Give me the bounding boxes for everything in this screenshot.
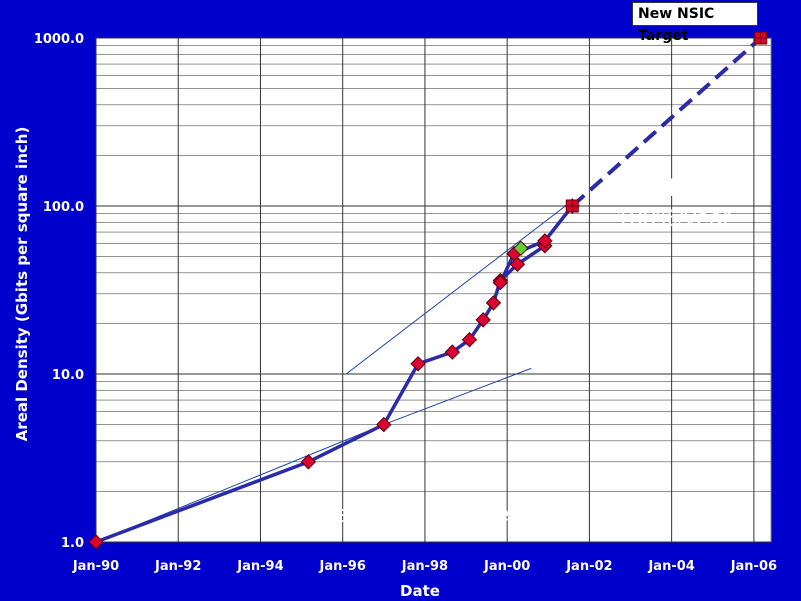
x-tick-label: Jan-90 xyxy=(72,559,119,574)
x-tick-label: Jan-02 xyxy=(565,559,612,574)
legend-label: New NSIC Target xyxy=(632,2,758,44)
annotation-100x-line1: 100x/decade xyxy=(602,175,740,202)
target-dashed-line xyxy=(570,36,763,208)
annotation-100x: 100x/decade =100%/year xyxy=(602,174,739,234)
trend-line xyxy=(383,367,532,426)
diamond-marker xyxy=(537,233,553,249)
annotation-10x: ~10x/decade = 60%/year xyxy=(264,501,531,528)
plot-area xyxy=(95,37,772,543)
diamond-marker xyxy=(513,240,529,257)
diamond-marker xyxy=(88,534,104,550)
diamond-marker xyxy=(475,312,491,328)
diamond-marker xyxy=(300,454,317,470)
x-tick-label: Jan-94 xyxy=(236,559,283,574)
series-line xyxy=(498,204,574,284)
y-tick-label: 1000.0 xyxy=(34,32,84,47)
diamond-marker xyxy=(444,344,461,360)
diamond-marker xyxy=(485,295,502,311)
diamond-marker xyxy=(492,274,509,291)
x-tick-label: Jan-92 xyxy=(154,559,201,574)
x-tick-label: Jan-04 xyxy=(647,559,694,574)
trend-line xyxy=(345,205,566,375)
y-axis-label: Areal Density (Gbits per square inch) xyxy=(13,126,31,442)
y-tick-label: 100.0 xyxy=(43,200,84,215)
x-tick-label: Jan-06 xyxy=(730,559,777,574)
y-tick-label: 10.0 xyxy=(52,368,84,383)
x-tick-label: Jan-00 xyxy=(483,559,530,574)
diamond-marker xyxy=(376,416,392,433)
x-tick-label: Jan-98 xyxy=(401,559,448,574)
diamond-marker xyxy=(410,356,426,372)
x-axis-label: Date xyxy=(400,582,440,600)
x-tick-label: Jan-96 xyxy=(319,559,366,574)
diamond-marker xyxy=(461,332,478,348)
y-tick-label: 1.0 xyxy=(61,536,84,551)
annotation-100x-line2: =100%/year xyxy=(602,205,731,232)
